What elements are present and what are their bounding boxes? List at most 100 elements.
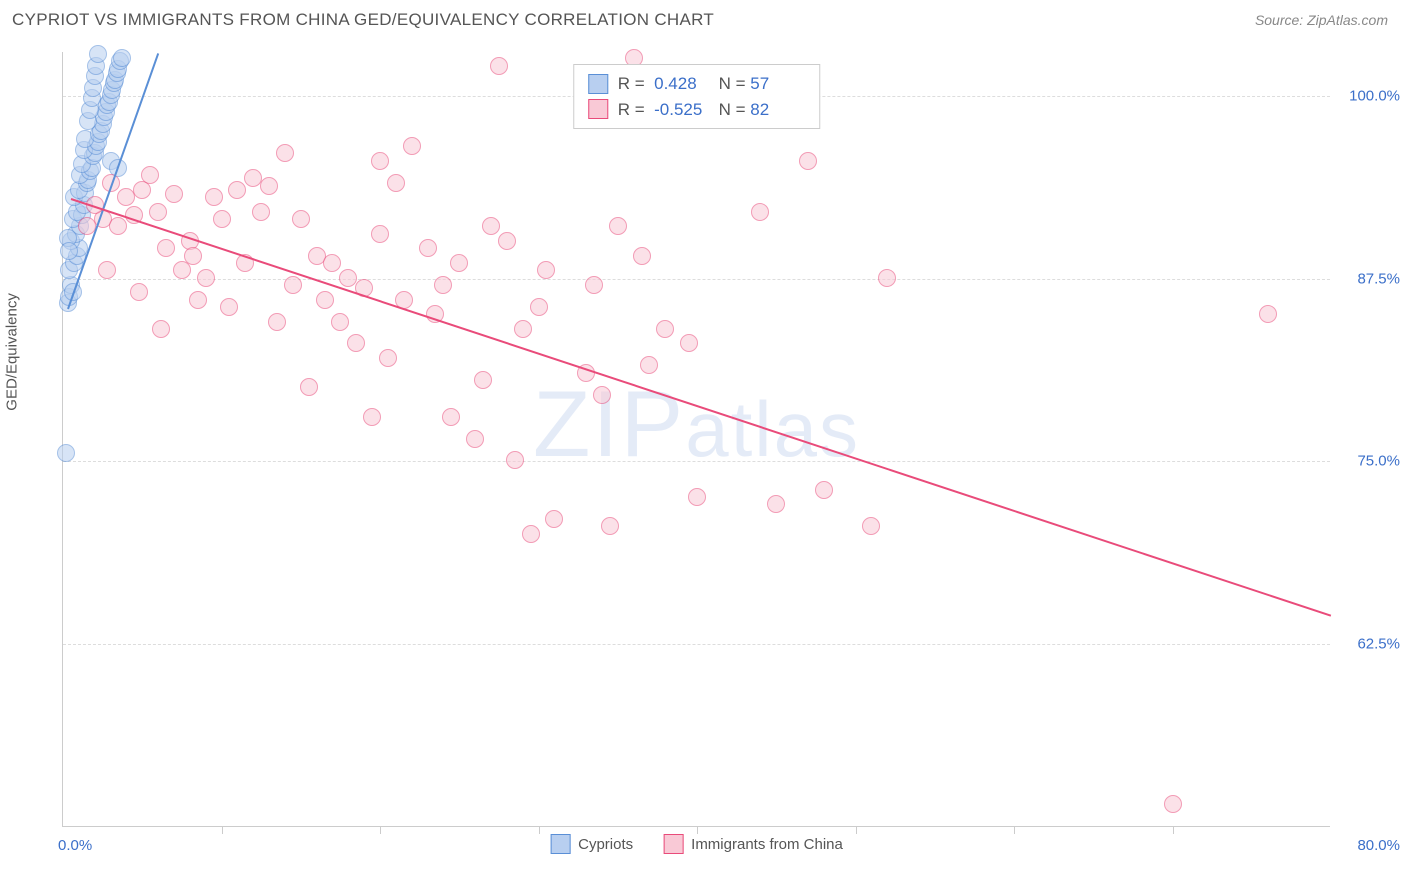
data-point — [220, 298, 238, 316]
data-point — [205, 188, 223, 206]
data-point — [680, 334, 698, 352]
chart-title: CYPRIOT VS IMMIGRANTS FROM CHINA GED/EQU… — [12, 10, 714, 30]
data-point — [109, 217, 127, 235]
x-tick — [697, 826, 698, 834]
data-point — [522, 525, 540, 543]
data-point — [862, 517, 880, 535]
data-point — [197, 269, 215, 287]
data-point — [157, 239, 175, 257]
data-point — [1259, 305, 1277, 323]
legend-item: Immigrants from China — [663, 834, 843, 854]
data-point — [141, 166, 159, 184]
data-point — [767, 495, 785, 513]
data-point — [213, 210, 231, 228]
data-point — [331, 313, 349, 331]
y-tick-label: 75.0% — [1340, 453, 1400, 470]
data-point — [300, 378, 318, 396]
data-point — [878, 269, 896, 287]
data-point — [316, 291, 334, 309]
data-point — [403, 137, 421, 155]
legend-swatch — [663, 834, 683, 854]
x-tick — [380, 826, 381, 834]
data-point — [530, 298, 548, 316]
legend-swatch — [588, 74, 608, 94]
y-axis-label: GED/Equivalency — [4, 293, 21, 411]
data-point — [89, 45, 107, 63]
legend-label: Cypriots — [578, 836, 633, 853]
data-point — [593, 386, 611, 404]
data-point — [371, 152, 389, 170]
legend-item: Cypriots — [550, 834, 633, 854]
stats-row: R = -0.525 N = 82 — [588, 97, 805, 123]
data-point — [434, 276, 452, 294]
data-point — [498, 232, 516, 250]
data-point — [656, 320, 674, 338]
y-tick-label: 62.5% — [1340, 636, 1400, 653]
data-point — [165, 185, 183, 203]
plot-area: ZIPatlas 62.5%75.0%87.5%100.0%0.0%80.0%R… — [62, 52, 1330, 827]
data-point — [537, 261, 555, 279]
data-point — [514, 320, 532, 338]
data-point — [371, 225, 389, 243]
data-point — [60, 242, 78, 260]
stats-legend: R = 0.428 N = 57R = -0.525 N = 82 — [573, 64, 820, 129]
data-point — [57, 444, 75, 462]
data-point — [815, 481, 833, 499]
data-point — [149, 203, 167, 221]
data-point — [379, 349, 397, 367]
data-point — [601, 517, 619, 535]
data-point — [276, 144, 294, 162]
data-point — [252, 203, 270, 221]
x-tick — [222, 826, 223, 834]
gridline — [63, 279, 1330, 280]
data-point — [474, 371, 492, 389]
data-point — [284, 276, 302, 294]
y-tick-label: 100.0% — [1340, 87, 1400, 104]
data-point — [640, 356, 658, 374]
data-point — [189, 291, 207, 309]
data-point — [184, 247, 202, 265]
data-point — [228, 181, 246, 199]
source-label: Source: ZipAtlas.com — [1255, 12, 1388, 28]
data-point — [609, 217, 627, 235]
data-point — [268, 313, 286, 331]
data-point — [450, 254, 468, 272]
series-legend: Cypriots Immigrants from China — [550, 834, 843, 854]
legend-swatch — [588, 99, 608, 119]
data-point — [363, 408, 381, 426]
data-point — [490, 57, 508, 75]
x-tick — [539, 826, 540, 834]
data-point — [339, 269, 357, 287]
data-point — [799, 152, 817, 170]
data-point — [585, 276, 603, 294]
data-point — [98, 261, 116, 279]
x-tick — [1014, 826, 1015, 834]
data-point — [323, 254, 341, 272]
data-point — [113, 49, 131, 67]
data-point — [466, 430, 484, 448]
chart-container: GED/Equivalency ZIPatlas 62.5%75.0%87.5%… — [20, 40, 1396, 882]
data-point — [442, 408, 460, 426]
x-max-label: 80.0% — [1357, 837, 1400, 854]
legend-swatch — [550, 834, 570, 854]
data-point — [506, 451, 524, 469]
data-point — [419, 239, 437, 257]
stats-row: R = 0.428 N = 57 — [588, 71, 805, 97]
data-point — [482, 217, 500, 235]
data-point — [173, 261, 191, 279]
data-point — [152, 320, 170, 338]
gridline — [63, 644, 1330, 645]
y-tick-label: 87.5% — [1340, 270, 1400, 287]
data-point — [688, 488, 706, 506]
legend-label: Immigrants from China — [691, 836, 843, 853]
trend-line — [71, 198, 1332, 617]
x-tick — [856, 826, 857, 834]
data-point — [545, 510, 563, 528]
x-tick — [1173, 826, 1174, 834]
data-point — [633, 247, 651, 265]
data-point — [260, 177, 278, 195]
gridline — [63, 461, 1330, 462]
data-point — [347, 334, 365, 352]
data-point — [130, 283, 148, 301]
data-point — [751, 203, 769, 221]
